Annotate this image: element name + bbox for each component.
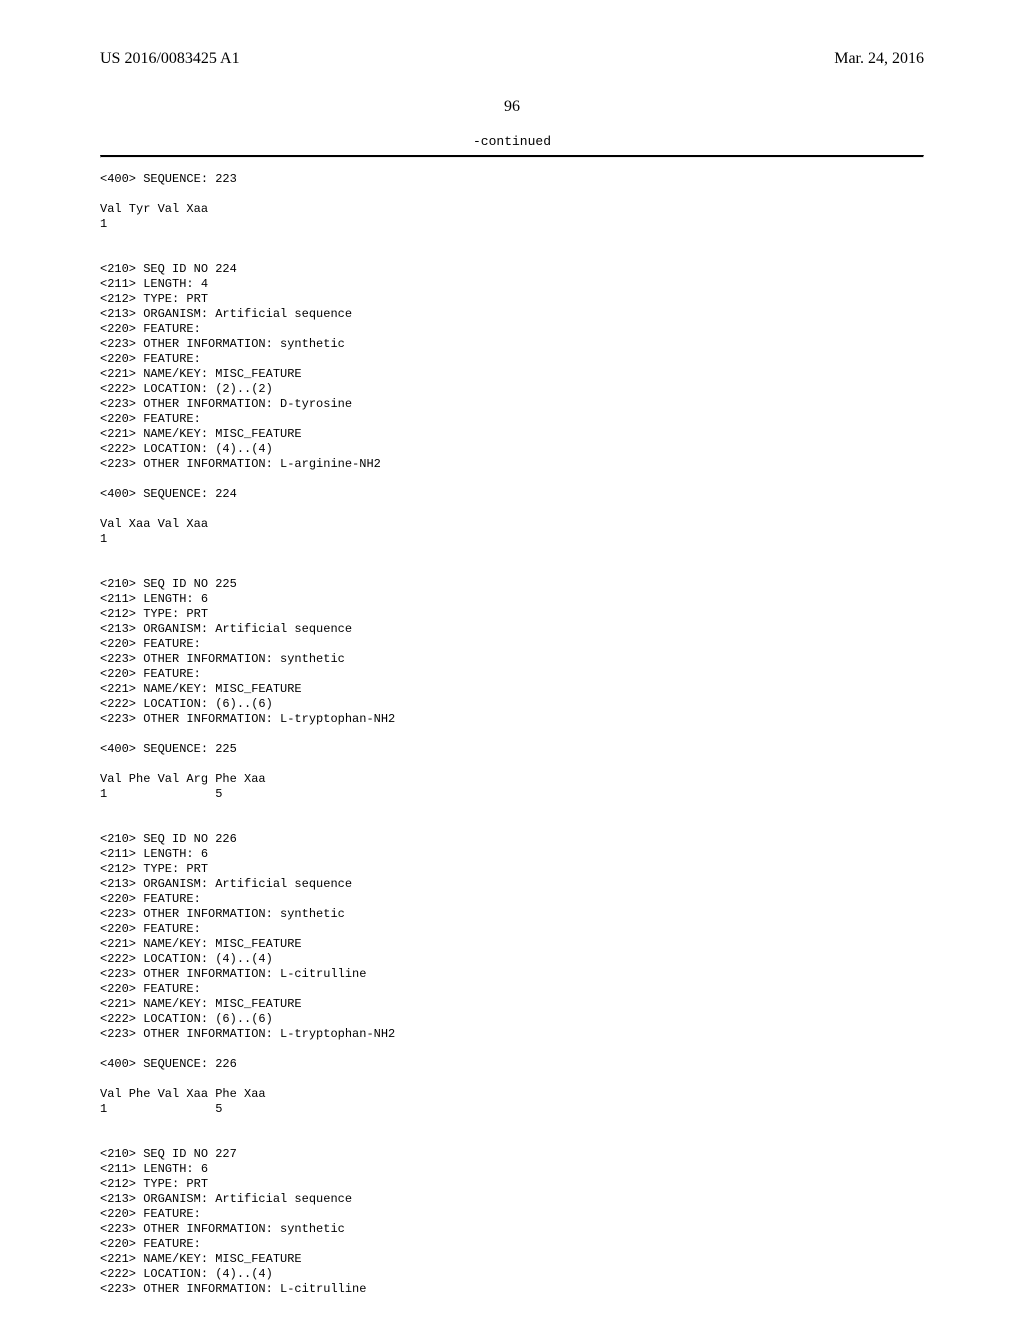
publication-number: US 2016/0083425 A1 (100, 50, 240, 68)
page-header: US 2016/0083425 A1 Mar. 24, 2016 (100, 50, 924, 68)
patent-page: US 2016/0083425 A1 Mar. 24, 2016 96 -con… (0, 0, 1024, 1320)
page-number: 96 (100, 98, 924, 116)
publication-date: Mar. 24, 2016 (834, 50, 924, 68)
continued-label: -continued (100, 134, 924, 149)
top-rule (100, 155, 924, 158)
sequence-listing: <400> SEQUENCE: 223 Val Tyr Val Xaa 1 <2… (100, 172, 924, 1297)
